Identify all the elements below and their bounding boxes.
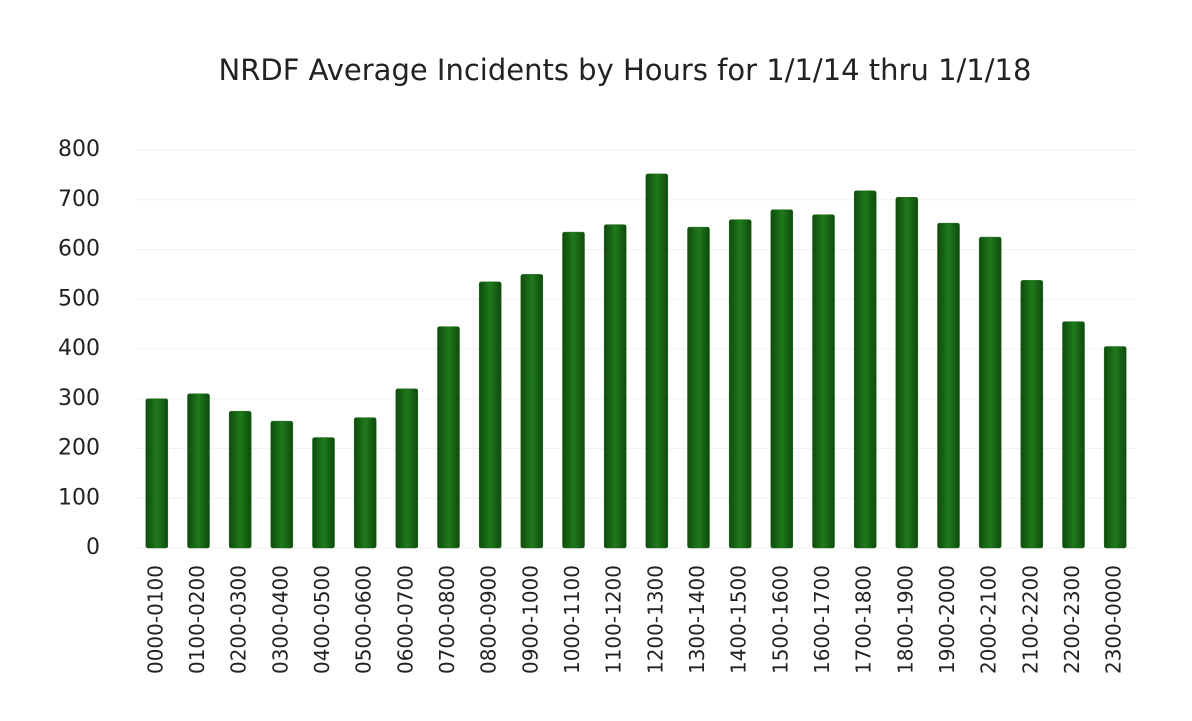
x-tick-label: 0200-0300 (227, 565, 251, 674)
x-tick-label: 2100-2200 (1018, 565, 1042, 674)
x-tick-label: 1800-1900 (893, 565, 917, 674)
bar (687, 226, 710, 549)
y-tick-label: 500 (58, 286, 100, 311)
bar (270, 420, 294, 549)
bar (853, 190, 877, 549)
y-tick-label: 700 (58, 187, 100, 212)
bar (1103, 346, 1127, 549)
bar (978, 236, 1002, 549)
x-tick-label: 0400-0500 (310, 565, 334, 674)
x-tick-label: 0600-0700 (393, 565, 417, 674)
bar (353, 417, 377, 549)
y-tick-label: 800 (58, 137, 100, 162)
bar (937, 222, 960, 549)
bar (312, 437, 335, 549)
bar (895, 197, 919, 549)
x-tick-label: 2000-2100 (977, 565, 1001, 674)
y-tick-label: 0 (86, 535, 100, 560)
bar (1062, 321, 1085, 549)
x-tick-label: 0900-1000 (518, 565, 542, 674)
bar (728, 219, 752, 549)
bar (228, 410, 252, 549)
bar (478, 281, 502, 549)
x-tick-label: 1600-1700 (810, 565, 834, 674)
y-tick-label: 600 (58, 237, 100, 262)
bar (145, 398, 169, 549)
bar (562, 231, 585, 549)
x-tick-label: 2200-2300 (1060, 565, 1084, 674)
x-tick-label: 2300-0000 (1102, 565, 1126, 674)
x-tick-label: 0100-0200 (185, 565, 209, 674)
x-tick-label: 0800-0900 (477, 565, 501, 674)
x-tick-label: 1900-2000 (935, 565, 959, 674)
bar (645, 173, 669, 549)
bar (770, 209, 794, 549)
y-tick-label: 200 (58, 436, 100, 461)
x-tick-label: 1300-1400 (685, 565, 709, 674)
chart-title: NRDF Average Incidents by Hours for 1/1/… (219, 53, 1032, 87)
bar (1020, 280, 1044, 549)
x-tick-label: 0300-0400 (268, 565, 292, 674)
bar (603, 224, 627, 549)
bar (520, 274, 544, 549)
y-tick-label: 300 (58, 386, 100, 411)
bar (437, 326, 460, 549)
bar (812, 214, 835, 549)
bar (395, 388, 419, 549)
x-tick-label: 1700-1800 (852, 565, 876, 674)
x-tick-label: 0000-0100 (143, 565, 167, 674)
bar (187, 393, 210, 549)
x-tick-label: 0700-0800 (435, 565, 459, 674)
x-tick-label: 1200-1300 (643, 565, 667, 674)
x-tick-label: 0500-0600 (352, 565, 376, 674)
x-tick-label: 1500-1600 (768, 565, 792, 674)
y-tick-label: 400 (58, 336, 100, 361)
x-tick-label: 1400-1500 (727, 565, 751, 674)
x-tick-label: 1000-1100 (560, 565, 584, 674)
y-tick-label: 100 (58, 485, 100, 510)
x-tick-label: 1100-1200 (602, 565, 626, 674)
